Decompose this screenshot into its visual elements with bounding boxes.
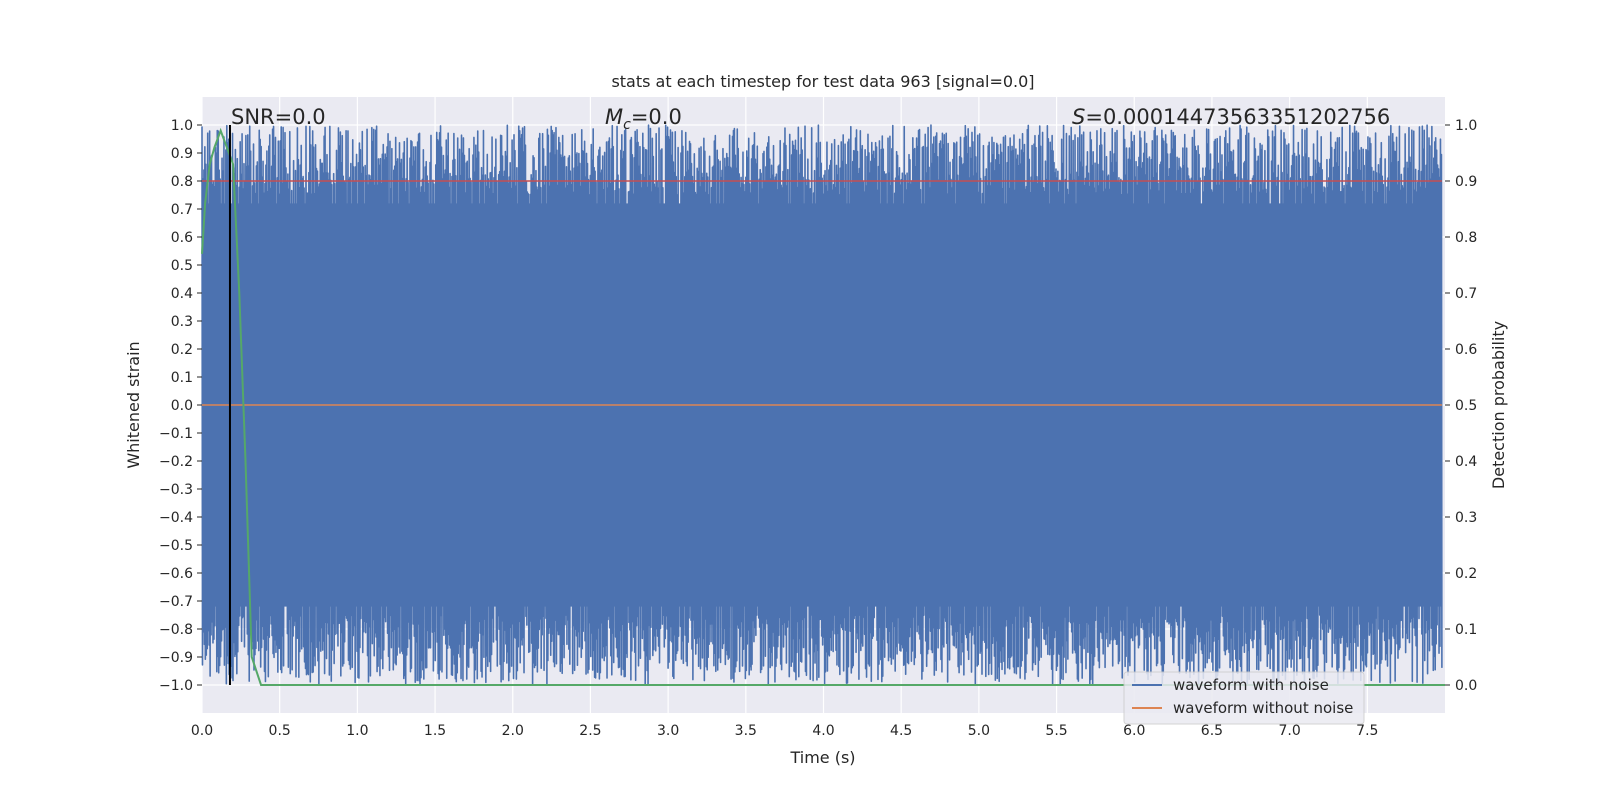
legend: waveform with noise waveform without noi…	[1123, 671, 1365, 725]
y-tick-label: 0.9	[171, 146, 193, 162]
legend-label-noise: waveform with noise	[1173, 676, 1329, 694]
x-tick-label: 3.5	[735, 723, 757, 739]
y-tick-label: −0.5	[159, 538, 193, 554]
x-tick-label: 7.5	[1356, 723, 1378, 739]
x-tick-label: 3.0	[657, 723, 679, 739]
x-tick-label: 1.0	[346, 723, 368, 739]
y-tick-label: −0.9	[159, 650, 193, 666]
chirp-mass-annotation: Mc=0.0	[605, 105, 682, 133]
x-tick-labels: 0.0 0.5 1.0 1.5 2.0 2.5 3.0 3.5 4.0 4.5 5.0 5.5 6.0 6…	[191, 723, 1379, 739]
x-tick-label: 7.0	[1278, 723, 1300, 739]
y-tick-label: −0.4	[159, 510, 193, 526]
y-tick-label: −0.1	[159, 426, 193, 442]
y2-axis-label: Detection probability	[1489, 321, 1508, 489]
overlay-lines	[201, 125, 1445, 686]
x-tick-label: 0.0	[191, 723, 213, 739]
y-tick-label: −0.7	[159, 594, 193, 610]
y2-tick-label: 0.7	[1455, 286, 1477, 302]
y-axis-label: Whitened strain	[124, 341, 143, 468]
legend-label-clean: waveform without noise	[1173, 699, 1353, 717]
y-tick-label: 0.7	[171, 202, 193, 218]
y2-tick-label: 0.4	[1455, 454, 1477, 470]
y-tick-label: −1.0	[159, 678, 193, 694]
y2-tick-label: 0.3	[1455, 510, 1477, 526]
y-tick-label: 0.1	[171, 370, 193, 386]
y-tick-label: 0.2	[171, 342, 193, 358]
x-tick-label: 2.0	[502, 723, 524, 739]
y-tick-label: −0.3	[159, 482, 193, 498]
x-tick-label: 6.5	[1201, 723, 1223, 739]
y-tick-label: 0.4	[171, 286, 193, 302]
s-annotation: S=0.00014473563351202756	[1072, 105, 1390, 129]
x-tick-label: 5.5	[1045, 723, 1067, 739]
y-tick-label: −0.6	[159, 566, 193, 582]
x-tick-label: 2.5	[579, 723, 601, 739]
y-tick-label: 1.0	[171, 118, 193, 134]
snr-annotation: SNR=0.0	[231, 105, 326, 129]
chart-title: stats at each timestep for test data 963…	[611, 72, 1034, 91]
x-tick-label: 1.5	[424, 723, 446, 739]
y-tick-label: 0.8	[171, 174, 193, 190]
y-tick-label: −0.2	[159, 454, 193, 470]
y2-tick-label: 0.1	[1455, 622, 1477, 638]
y2-tick-label: 0.9	[1455, 174, 1477, 190]
y-tick-label: −0.8	[159, 622, 193, 638]
x-tick-label: 6.0	[1123, 723, 1145, 739]
y-tick-label: 0.0	[171, 398, 193, 414]
y2-tick-label: 0.6	[1455, 342, 1477, 358]
y-tick-labels: 1.0 0.9 0.8 0.7 0.6 0.5 0.4 0.3 0.2 0.1 0.0 −0.1 −0.…	[159, 118, 202, 694]
y-tick-label: 0.3	[171, 314, 193, 330]
y2-tick-label: 0.2	[1455, 566, 1477, 582]
y-tick-label: 0.5	[171, 258, 193, 274]
y2-tick-label: 1.0	[1455, 118, 1477, 134]
legend-box	[1123, 671, 1365, 725]
x-tick-label: 5.0	[968, 723, 990, 739]
y2-tick-labels: 1.0 0.9 0.8 0.7 0.6 0.5 0.4 0.3 0.2 0.1 0.0	[1445, 118, 1477, 694]
y-tick-label: 0.6	[171, 230, 193, 246]
x-axis-label: Time (s)	[789, 748, 855, 767]
y2-tick-label: 0.8	[1455, 230, 1477, 246]
y2-tick-label: 0.0	[1455, 678, 1477, 694]
x-tick-label: 4.0	[812, 723, 834, 739]
detection-probability-line	[201, 127, 1445, 686]
x-tick-label: 0.5	[269, 723, 291, 739]
y2-tick-label: 0.5	[1455, 398, 1477, 414]
x-tick-label: 4.5	[890, 723, 912, 739]
